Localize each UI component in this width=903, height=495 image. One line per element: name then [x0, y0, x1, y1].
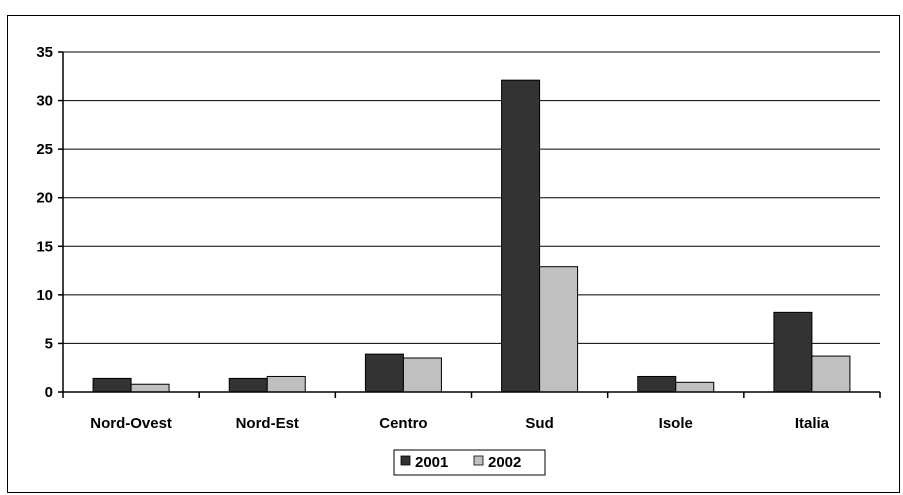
bar-2001-isole: [637, 375, 677, 393]
bar-2002-nord-ovest: [130, 383, 170, 393]
bar-2002-isole: [675, 381, 715, 393]
chart-frame: [7, 15, 900, 493]
y-tick-label: 0: [45, 384, 53, 401]
legend-swatch-2001: [400, 455, 411, 466]
bar-2002-sud: [539, 266, 579, 393]
bar-2002-nord-est: [266, 375, 306, 393]
bar-2001-nord-ovest: [92, 377, 132, 393]
y-tick-label: 20: [36, 190, 53, 207]
legend-box: [393, 449, 546, 476]
bar-2002-italia: [811, 355, 851, 393]
bar-2002-centro: [402, 357, 442, 393]
bar-2001-italia: [773, 311, 813, 393]
gridlines: [63, 51, 880, 344]
x-tick-label: Nord-Est: [236, 415, 299, 432]
y-tick-label: 10: [36, 287, 53, 304]
bar-2001-sud: [501, 79, 541, 393]
x-tick-label: Nord-Ovest: [90, 415, 172, 432]
x-axis-ticks: Nord-Ovest Nord-Est Centro Sud Isole Italia: [62, 392, 881, 432]
bars: [92, 79, 851, 393]
x-tick-label: Centro: [379, 415, 427, 432]
legend: 2001 2002: [393, 449, 546, 476]
y-tick-label: 35: [36, 44, 53, 61]
legend-label-2002: 2002: [488, 454, 521, 471]
y-tick-label: 25: [36, 141, 53, 158]
x-tick-label: Isole: [659, 415, 693, 432]
bar-2001-centro: [364, 353, 404, 393]
y-tick-label: 15: [36, 238, 53, 255]
y-tick-label: 30: [36, 93, 53, 110]
x-tick-label: Italia: [795, 415, 830, 432]
axes: [62, 52, 880, 393]
legend-label-2001: 2001: [415, 454, 448, 471]
x-tick-label: Sud: [525, 415, 553, 432]
y-axis-ticks: 0 5 10 15 20 25 30 35: [36, 44, 63, 401]
y-tick-label: 5: [45, 335, 53, 352]
bar-2001-nord-est: [228, 377, 268, 393]
legend-swatch-2002: [473, 455, 484, 466]
